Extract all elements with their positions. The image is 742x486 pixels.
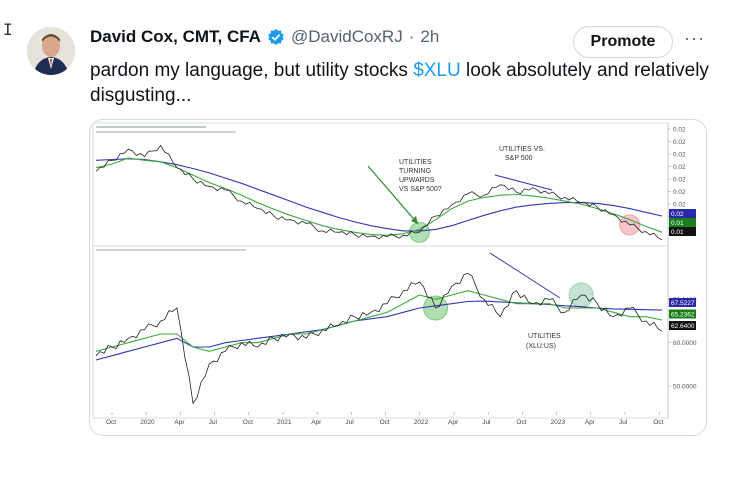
x-tick-label: Oct xyxy=(653,419,663,426)
x-tick-label: Jul xyxy=(345,419,354,426)
right-axis-tick-label: 60.0000 xyxy=(673,340,697,347)
annotation-5: UTILITIES VS. xyxy=(499,146,545,153)
tweet-text: pardon my language, but utility stocks $… xyxy=(90,58,710,108)
series-line-0-1 xyxy=(95,157,663,236)
price-tag-bg xyxy=(669,298,696,307)
annotation-4: VS S&P 500? xyxy=(399,186,442,193)
x-tick-label: Jul xyxy=(482,419,491,426)
price-tag-label: 0.01 xyxy=(671,229,684,236)
series-line-1-2 xyxy=(95,300,663,361)
author-name[interactable]: David Cox, CMT, CFA xyxy=(90,27,261,46)
promote-button[interactable]: Promote xyxy=(573,26,673,58)
right-axis-tick-label: 0.02 xyxy=(673,127,686,134)
x-tick-label: 2022 xyxy=(414,419,429,426)
x-tick-label: Apr xyxy=(311,419,322,426)
price-tag-bg xyxy=(669,321,696,330)
annotation-8: (XLU:US) xyxy=(526,343,556,350)
green-arrow-line xyxy=(367,165,419,225)
x-tick-label: Apr xyxy=(448,419,459,426)
tweet-header: David Cox, CMT, CFA @DavidCoxRJ · 2h xyxy=(90,27,439,47)
series-line-0-0 xyxy=(95,144,663,241)
x-tick-label: Oct xyxy=(243,419,253,426)
right-axis-tick-label: 0.02 xyxy=(673,189,686,196)
price-tag-bg xyxy=(669,218,696,227)
text-cursor-icon: I xyxy=(3,20,13,39)
price-tag-label: 67.5227 xyxy=(671,300,695,307)
top-panel-legend-text xyxy=(96,131,236,133)
price-tag-bg xyxy=(669,209,696,218)
price-tag-bg xyxy=(669,227,696,236)
top-panel-header-text xyxy=(96,126,206,128)
cashtag-link[interactable]: $XLU xyxy=(413,60,461,81)
x-tick-label: Oct xyxy=(106,419,116,426)
trendline-1 xyxy=(489,252,561,299)
x-tick-label: Jul xyxy=(619,419,628,426)
avatar[interactable] xyxy=(27,27,75,75)
separator-dot: · xyxy=(408,27,415,46)
price-tag-label: 0.02 xyxy=(671,211,684,218)
right-axis-tick-label: 0.02 xyxy=(673,202,686,209)
right-axis-tick-label: 50.0000 xyxy=(673,384,697,391)
bottom-panel-frame xyxy=(92,245,669,419)
price-tag-label: 65.2362 xyxy=(671,312,695,319)
tweet-text-part-1: pardon my language, but utility stocks xyxy=(90,60,414,81)
annotation-3: UPWARDS xyxy=(399,177,435,184)
bottom-panel-legend-text xyxy=(96,249,246,251)
tweet-media-image[interactable]: 0.020.020.020.020.020.020.020.020.010.02… xyxy=(89,119,707,436)
x-tick-label: Oct xyxy=(516,419,526,426)
series-line-1-0 xyxy=(95,272,663,405)
top-panel-frame xyxy=(92,122,669,247)
price-tag-label: 62.6400 xyxy=(671,323,695,330)
right-axis-tick-label: 0.02 xyxy=(673,152,686,159)
timestamp[interactable]: 2h xyxy=(420,27,440,46)
chart-image: 0.020.020.020.020.020.020.020.020.010.02… xyxy=(90,120,706,435)
author-handle[interactable]: @DavidCoxRJ xyxy=(290,27,403,46)
price-tag-bg xyxy=(669,309,696,319)
price-tag-label: 0.01 xyxy=(671,220,684,227)
more-options-icon[interactable]: ··· xyxy=(684,28,705,48)
series-line-1-1 xyxy=(95,290,663,352)
annotation-2: TURNING xyxy=(399,168,431,175)
annotation-7: UTILITIES xyxy=(528,333,561,340)
x-tick-label: Apr xyxy=(174,419,185,426)
verified-badge-icon xyxy=(268,28,284,46)
x-tick-label: Apr xyxy=(585,419,596,426)
annotation-6: S&P 500 xyxy=(505,155,533,162)
series-line-0-2 xyxy=(95,158,663,232)
x-tick-label: 2020 xyxy=(140,419,155,426)
tweet-text-part-2: look absolutely and relatively disgustin… xyxy=(90,60,709,106)
annotation-1: UTILITIES xyxy=(399,159,432,166)
right-axis-tick-label: 0.02 xyxy=(673,177,686,184)
right-axis-tick-label: 0.02 xyxy=(673,164,686,171)
x-tick-label: Jul xyxy=(209,419,218,426)
trendline-0 xyxy=(494,174,553,191)
right-axis-tick-label: 0.02 xyxy=(673,139,686,146)
x-tick-label: 2021 xyxy=(277,419,292,426)
x-tick-label: 2023 xyxy=(551,419,566,426)
green-arrow-head xyxy=(411,216,418,224)
x-tick-label: Oct xyxy=(380,419,390,426)
